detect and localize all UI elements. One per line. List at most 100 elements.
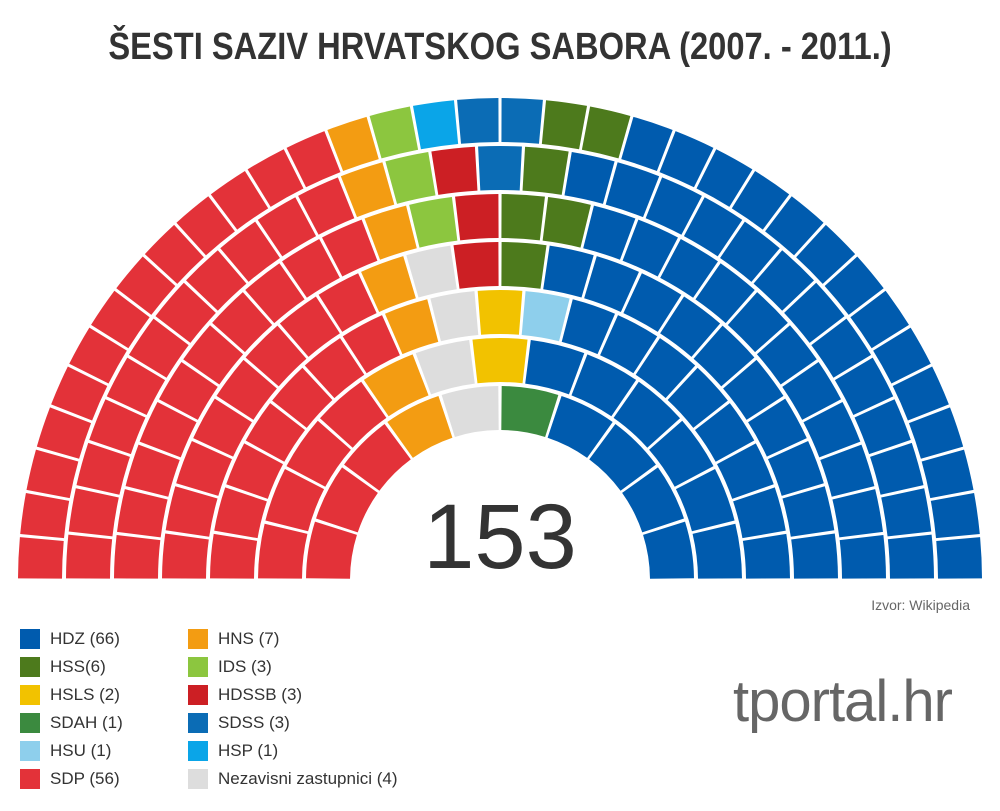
seat-sdp: [318, 273, 377, 332]
seat-sdp: [128, 318, 189, 378]
seat-sdp: [158, 362, 218, 420]
seat-sdp: [183, 325, 244, 385]
seat-hdz: [921, 449, 974, 499]
seat-hdz: [660, 296, 721, 357]
seat-hdz: [583, 205, 636, 260]
legend-swatch: [188, 657, 208, 677]
legend-swatch: [188, 685, 208, 705]
legend-item: HSP (1): [188, 737, 398, 765]
seat-sdp: [139, 402, 197, 458]
seat-sdp: [116, 256, 176, 315]
legend-swatch: [20, 657, 40, 677]
legend-item: IDS (3): [188, 653, 398, 681]
seat-hdz: [692, 523, 742, 579]
seat-sdp: [76, 442, 130, 495]
seat-hdz: [748, 398, 807, 457]
seat-hdz: [717, 443, 774, 499]
seat-sdp: [106, 357, 166, 415]
legend-swatch: [188, 713, 208, 733]
legend-label: HSS(6): [50, 657, 106, 676]
seat-sdp: [282, 238, 340, 298]
seat-sdp: [186, 250, 247, 311]
seat-hdz: [635, 338, 696, 399]
legend-label: SDSS (3): [218, 713, 290, 732]
legend-column-right: HNS (7) IDS (3) HDSSB (3) SDSS (3) HSP (…: [188, 625, 398, 793]
seat-hss: [541, 100, 588, 150]
seat-sdp: [298, 177, 355, 235]
seat-hdz: [667, 367, 728, 428]
seat-hdz: [782, 486, 835, 537]
seat-hdz: [622, 219, 678, 277]
legend-label: HSP (1): [218, 741, 279, 760]
seat-hdz: [683, 197, 743, 257]
seat-hdz: [623, 273, 682, 332]
seat-hdz: [621, 116, 673, 172]
seat-hdz: [887, 534, 934, 579]
seat-sdp: [286, 131, 341, 188]
seat-hdz: [613, 381, 681, 448]
seat-sdp: [91, 290, 150, 349]
seat-sdp: [176, 196, 235, 256]
seat-sdah: [501, 386, 559, 437]
legend-swatch: [20, 629, 40, 649]
seat-hdz: [936, 537, 982, 579]
seat-hns: [387, 396, 453, 458]
legend-label: IDS (3): [218, 657, 272, 676]
seat-sdp: [342, 315, 400, 374]
seat-hns: [361, 256, 416, 312]
seat-hdz: [675, 469, 735, 532]
legend-label: Nezavisni zastupnici (4): [218, 769, 398, 788]
seat-sdp: [117, 489, 168, 538]
seat-hns: [327, 116, 379, 172]
seat-hsls: [477, 289, 523, 335]
seat-sdp: [18, 537, 64, 579]
seat-hdz: [731, 171, 790, 230]
seat-sdp: [69, 327, 127, 384]
seat-sdp: [210, 171, 269, 230]
seat-hsu: [521, 291, 570, 342]
legend-item: HDZ (66): [20, 625, 123, 653]
seat-hdssb: [455, 194, 499, 241]
seat-hdz: [850, 290, 909, 349]
legend-item: HNS (7): [188, 625, 398, 653]
seat-sdp: [114, 535, 161, 579]
seat-hdz: [824, 256, 884, 315]
seat-hdz: [832, 489, 883, 538]
seat-hdz: [892, 366, 949, 421]
seat-hdz: [873, 327, 931, 384]
seat-hdz: [695, 263, 755, 324]
seat-sdp: [245, 325, 307, 387]
legend-item: HSLS (2): [20, 681, 123, 709]
legend-label: SDAH (1): [50, 713, 123, 732]
source-label: Izvor: Wikipedia: [871, 597, 970, 613]
legend-label: HDZ (66): [50, 629, 120, 648]
seat-hdz: [696, 149, 753, 207]
seat-sdp: [226, 443, 283, 499]
seat-hdz: [659, 131, 714, 188]
seat-sdp: [272, 367, 333, 428]
seat-sdp: [245, 263, 305, 324]
seat-hdz: [727, 292, 788, 353]
seat-sdp: [212, 292, 273, 353]
legend-swatch: [188, 741, 208, 761]
seat-hdz: [756, 325, 817, 385]
seat-hss: [542, 197, 591, 248]
legend-column-left: HDZ (66) HSS(6) HSLS (2) SDAH (1) HSU (1…: [20, 625, 123, 793]
seat-sdp: [258, 523, 308, 579]
legend-label: HDSSB (3): [218, 685, 303, 704]
seat-hdz: [930, 492, 980, 539]
seat-nez: [415, 339, 475, 395]
seat-hdz: [765, 196, 824, 256]
legend-item: SDSS (3): [188, 709, 398, 737]
legend-label: SDP (56): [50, 769, 120, 788]
seat-hdz: [834, 357, 894, 415]
seat-hdz: [649, 420, 714, 487]
seat-sdp: [247, 149, 304, 207]
seat-hdz: [605, 162, 660, 218]
seat-hdz: [820, 444, 875, 497]
seat-hdz: [768, 441, 824, 496]
parliament-chart: [18, 98, 982, 579]
seat-sdp: [306, 521, 357, 579]
seat-sdp: [165, 486, 218, 537]
legend-item: HSU (1): [20, 737, 123, 765]
